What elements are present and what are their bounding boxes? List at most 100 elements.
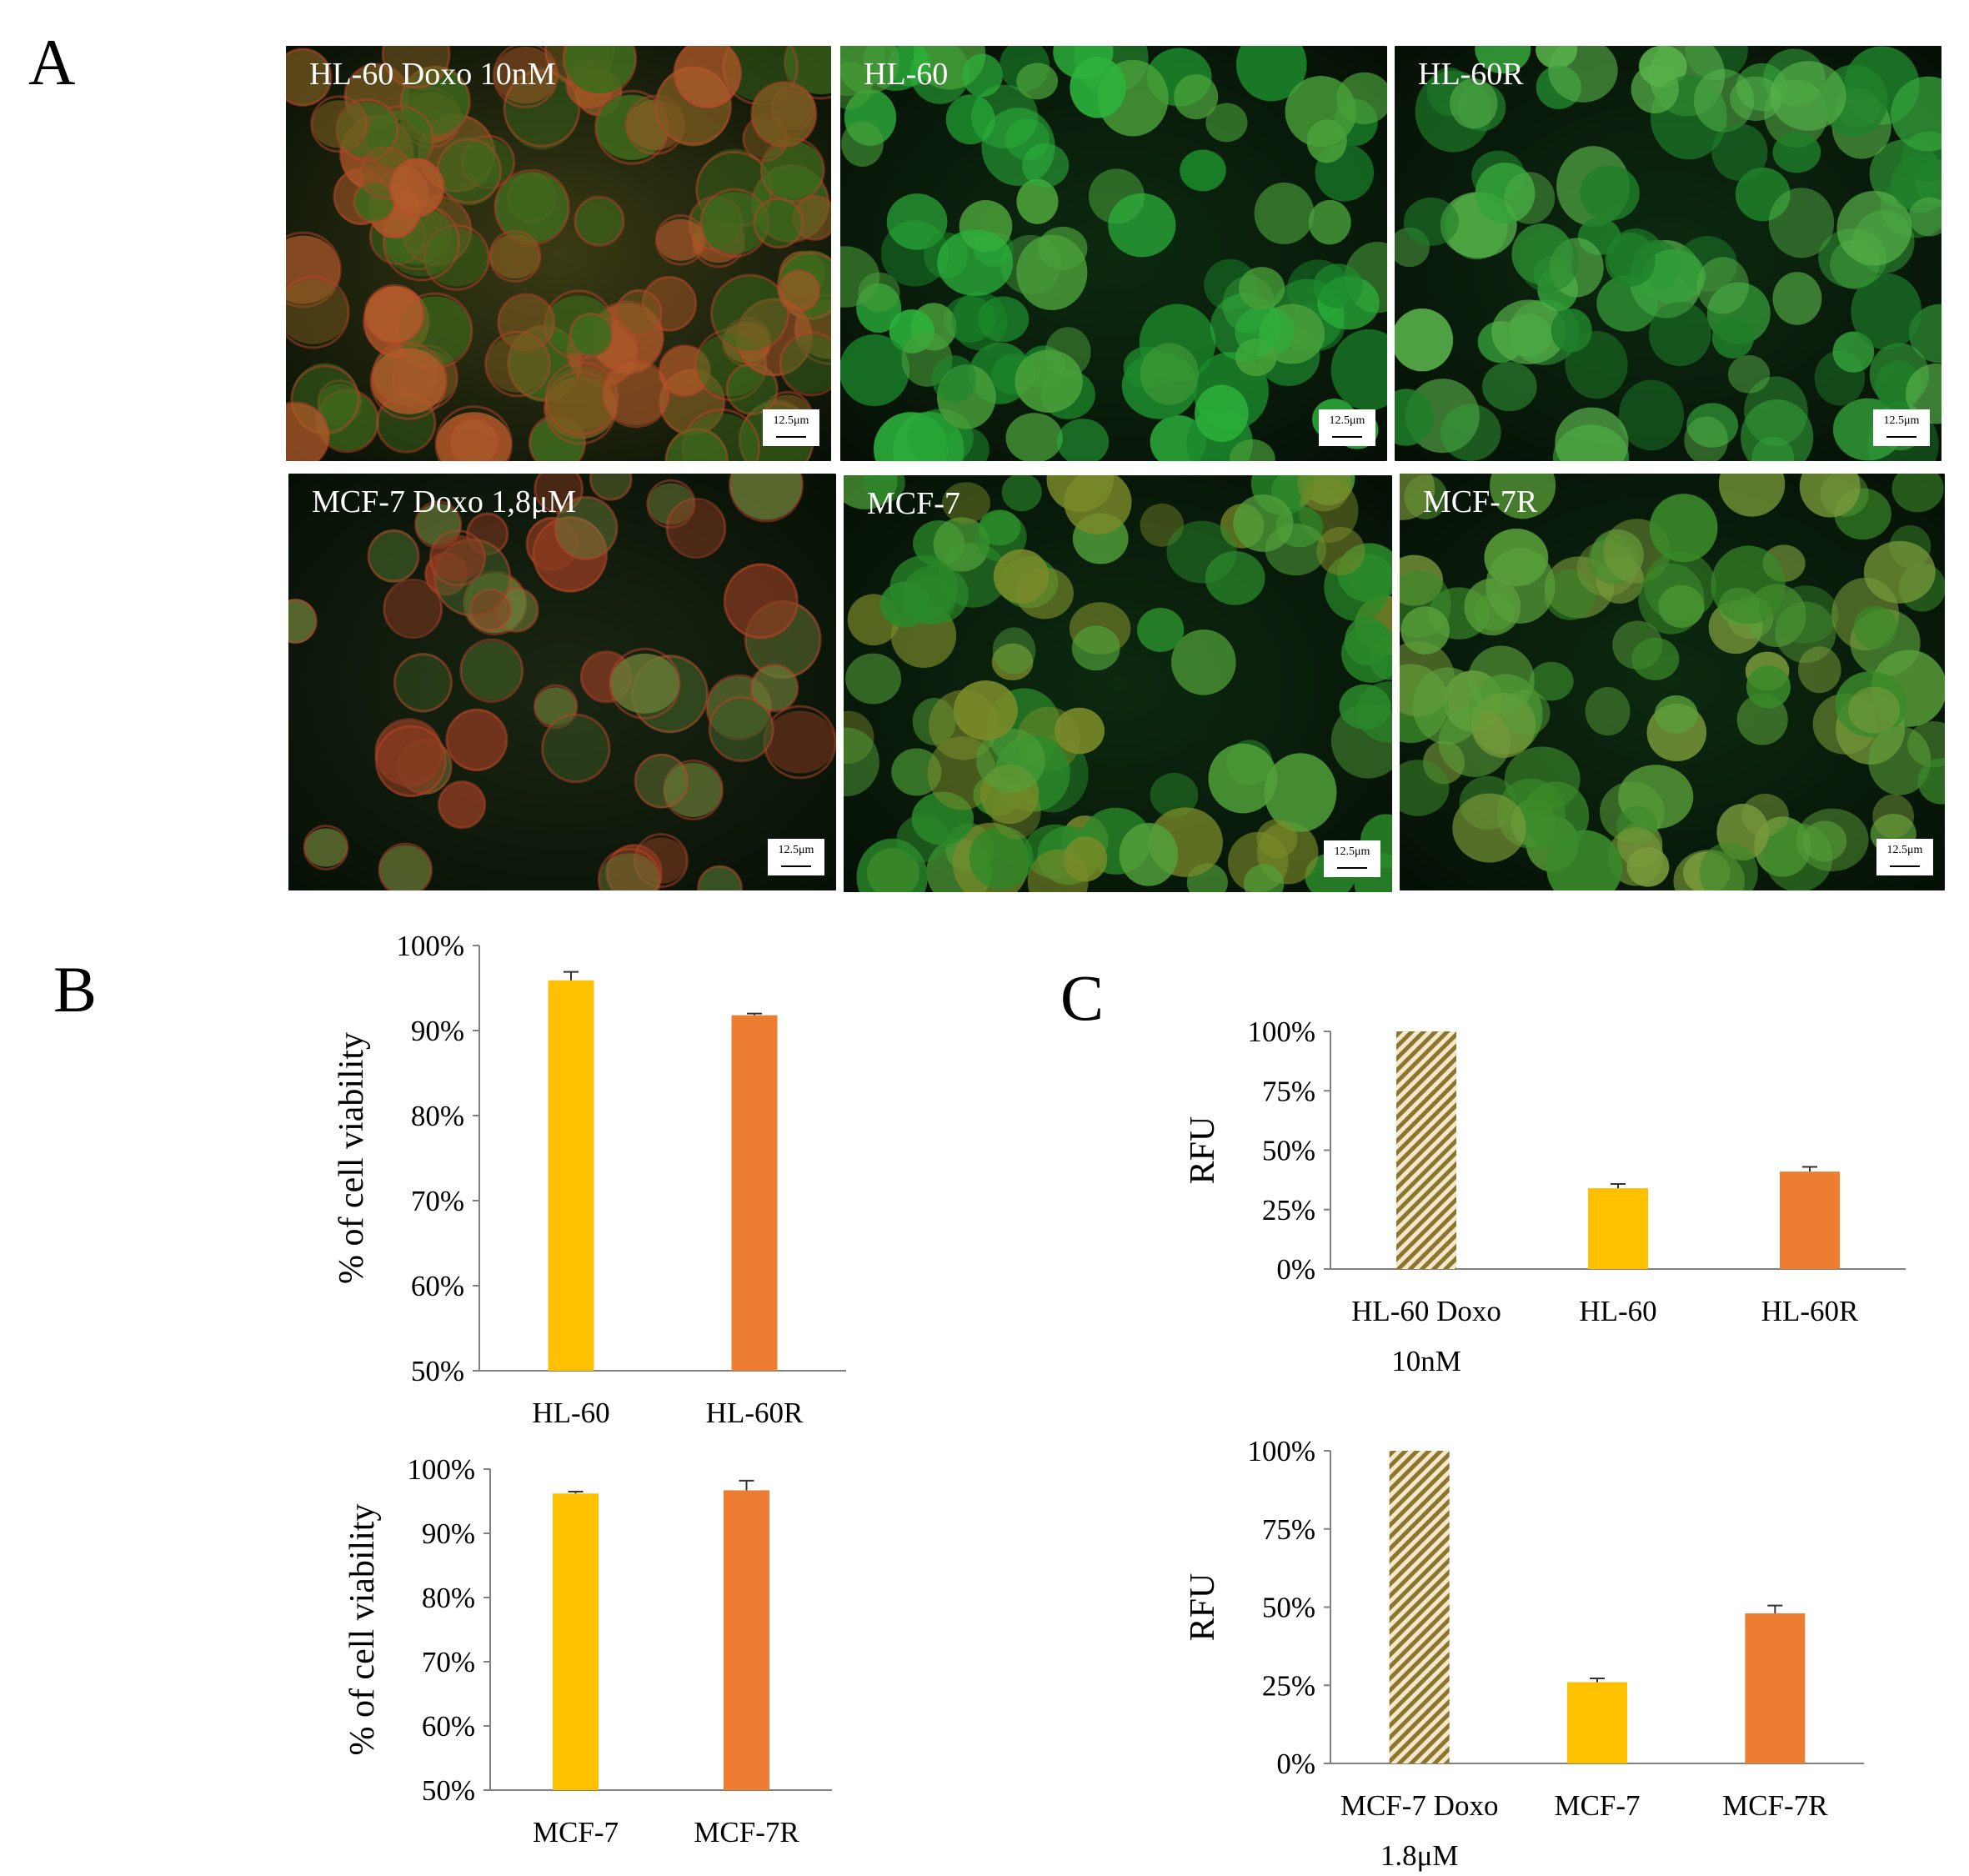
cell <box>1210 293 1280 362</box>
cell <box>1518 229 1579 293</box>
cell <box>1022 143 1070 188</box>
cell <box>1016 63 1059 100</box>
cell <box>764 710 836 774</box>
cell <box>1313 263 1363 308</box>
cell <box>1119 823 1179 886</box>
cell <box>1194 384 1249 443</box>
cell <box>992 627 1036 675</box>
cell <box>599 853 660 890</box>
bar <box>548 980 594 1371</box>
cell <box>603 362 669 426</box>
y-tick-label: 80% <box>422 1582 475 1614</box>
cell <box>1529 661 1574 701</box>
cell <box>1486 548 1556 624</box>
cell-membrane <box>288 599 318 644</box>
cell <box>353 181 394 222</box>
cell <box>840 246 880 308</box>
y-tick-label: 90% <box>422 1517 475 1550</box>
cell <box>394 653 452 713</box>
micrograph-label: HL-60 <box>864 57 949 92</box>
cell <box>1064 475 1132 534</box>
y-tick-label: 100% <box>407 1453 475 1486</box>
cell <box>709 697 774 761</box>
cell <box>886 193 948 250</box>
cell <box>667 500 725 556</box>
cell <box>1605 233 1656 287</box>
cell <box>841 121 884 167</box>
cell <box>893 411 964 461</box>
cell-membrane <box>753 197 804 249</box>
cell <box>1001 475 1042 512</box>
cell <box>368 529 419 583</box>
cell-membrane <box>664 428 729 461</box>
cell <box>1847 686 1901 734</box>
bar <box>724 1490 769 1790</box>
cell-membrane <box>388 159 445 216</box>
micrograph-label: MCF-7 <box>867 486 960 521</box>
cell <box>383 581 442 636</box>
cell <box>1618 379 1685 451</box>
x-tick-label: HL-60 <box>1579 1295 1656 1327</box>
cell <box>1730 76 1782 122</box>
cell <box>1285 76 1357 148</box>
cell-membrane <box>634 753 689 809</box>
bar <box>1567 1682 1627 1763</box>
cell-membrane <box>310 95 368 153</box>
cell <box>1174 74 1219 120</box>
cell <box>1475 46 1531 74</box>
cell <box>1711 545 1786 624</box>
cell-membrane <box>286 401 330 461</box>
cell <box>933 517 990 572</box>
cell-membrane <box>708 695 774 763</box>
cell <box>371 348 447 414</box>
cell-membrane <box>562 46 638 97</box>
cell-field <box>288 474 836 890</box>
cell <box>1802 820 1847 862</box>
cell <box>609 653 679 714</box>
cell <box>286 280 349 344</box>
cell <box>1917 758 1945 805</box>
cell <box>974 512 1027 562</box>
cell <box>1696 257 1749 314</box>
x-tick-label: HL-60 Doxo <box>1351 1295 1501 1327</box>
cell <box>1727 355 1771 394</box>
cell <box>1238 267 1285 310</box>
cell-membrane <box>779 331 831 397</box>
cell <box>544 376 616 439</box>
cell <box>1395 389 1434 446</box>
y-tick-label: 100% <box>396 930 464 962</box>
cell-membrane <box>663 760 724 820</box>
cell <box>1482 361 1537 412</box>
cell <box>1746 665 1791 709</box>
cell-membrane <box>750 80 818 148</box>
cell <box>569 313 613 357</box>
chart-svg: 0% 25% 50% 75% 100% RFU MCF-7 Doxo 1.8μM MCF-7 MC… <box>1184 1435 1864 1872</box>
cell <box>634 837 688 884</box>
micrograph-mcf7r: MCF-7R 12.5μm <box>1400 474 1945 890</box>
cell <box>1544 569 1596 620</box>
cell-membrane <box>459 638 524 703</box>
cell-membrane <box>749 664 799 713</box>
cell <box>1555 407 1629 461</box>
cell <box>1400 760 1450 816</box>
cell <box>962 53 1003 98</box>
chart-svg: 50% 60% 70% 80% 90% 100% % of cell viability MC… <box>343 1453 832 1848</box>
cell <box>437 136 501 206</box>
cell <box>1137 608 1185 652</box>
cell <box>365 285 423 344</box>
cell <box>779 270 819 312</box>
y-tick-label: 50% <box>411 1355 464 1387</box>
cell <box>1403 197 1459 246</box>
cell <box>1832 331 1875 373</box>
chart-svg: 0% 25% 50% 75% 100% RFU HL-60 Doxo 10nM HL-60 HL-… <box>1184 1016 1906 1377</box>
x-tick-label: HL-60R <box>1761 1295 1859 1327</box>
cell <box>1330 329 1387 411</box>
y-tick-label: 60% <box>422 1710 475 1743</box>
cell-membrane <box>533 684 579 730</box>
cell-membrane <box>381 46 451 89</box>
cell <box>1467 645 1535 715</box>
cell <box>1140 503 1184 547</box>
cell <box>1596 275 1659 332</box>
cell <box>1686 403 1739 448</box>
cell <box>1297 475 1351 512</box>
